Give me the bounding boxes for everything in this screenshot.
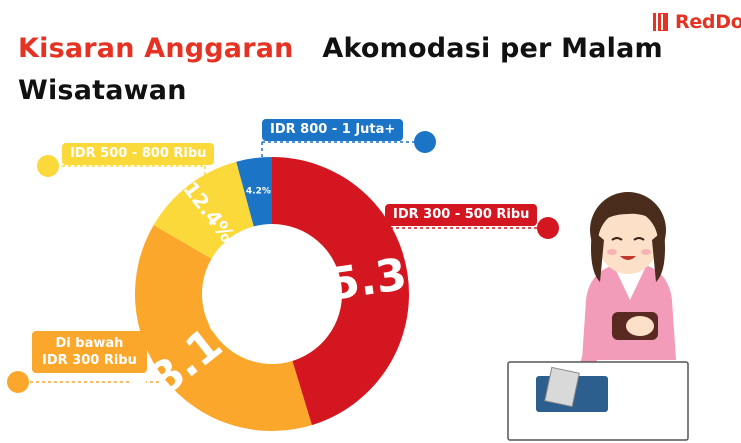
donut-slice-3 bbox=[236, 157, 272, 227]
legend-dot-red bbox=[537, 217, 559, 239]
legend-dot-yellow bbox=[37, 155, 59, 177]
woman-illustration bbox=[565, 192, 676, 392]
donut-slice-0 bbox=[272, 157, 409, 426]
donut-slice-1 bbox=[134, 225, 312, 431]
title-part-black-line2: Wisatawan bbox=[18, 75, 187, 106]
brand-logo: RedDoo bbox=[652, 11, 741, 33]
legend-label-line2: IDR 300 Ribu bbox=[42, 353, 137, 368]
legend-label-300-500: IDR 300 - 500 Ribu bbox=[385, 204, 538, 226]
legend-label-500-800: IDR 500 - 800 Ribu bbox=[62, 143, 215, 165]
legend-label-di-bawah-300: Di bawah IDR 300 Ribu bbox=[32, 331, 147, 373]
legend-dot-orange bbox=[7, 371, 29, 393]
slice-label-0: 45.3% bbox=[295, 242, 453, 315]
legend-label-line1: Di bawah bbox=[55, 336, 124, 351]
counter-illustration bbox=[507, 361, 689, 441]
title-part-black: Akomodasi per Malam bbox=[322, 33, 663, 64]
slice-label-3: 4.2% bbox=[246, 186, 271, 196]
legend-dot-blue bbox=[414, 131, 436, 153]
title-part-red: Kisaran Anggaran bbox=[18, 33, 294, 64]
donut-slice-2 bbox=[153, 161, 254, 259]
door-icon bbox=[653, 11, 668, 33]
brand-name: RedDoo bbox=[675, 11, 741, 33]
page-title: Kisaran Anggaran Akomodasi per Malam Wis… bbox=[18, 28, 663, 112]
legend-label-800-1juta: IDR 800 - 1 Juta+ bbox=[262, 119, 404, 141]
